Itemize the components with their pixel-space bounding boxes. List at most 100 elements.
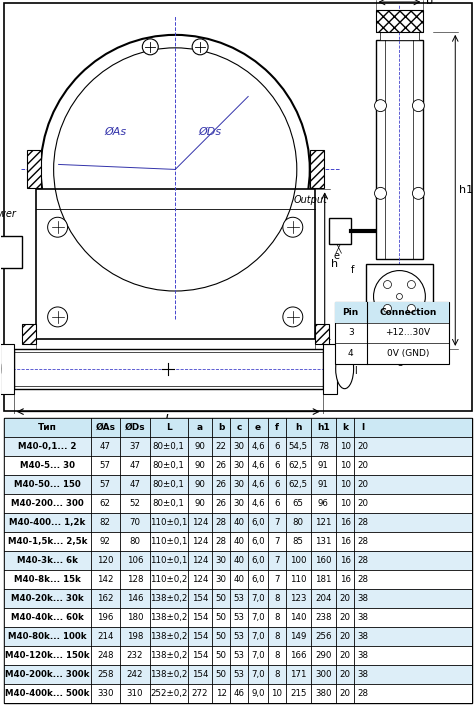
Bar [376,40,423,259]
Text: 30: 30 [216,575,227,584]
Text: 12: 12 [216,689,227,698]
Text: 0V (GND): 0V (GND) [387,349,429,358]
Text: 110±0,1: 110±0,1 [150,537,188,546]
Text: 26: 26 [216,461,227,469]
Bar [4,627,472,646]
Text: 47: 47 [100,442,111,450]
Bar [4,646,472,665]
Text: 138±0,2: 138±0,2 [150,613,188,622]
Text: 62,5: 62,5 [288,479,307,489]
Text: 85: 85 [293,537,304,546]
Text: L: L [166,423,172,431]
Text: 53: 53 [233,594,245,603]
Text: M40-20k... 30k: M40-20k... 30k [11,594,84,603]
Text: 124: 124 [192,537,208,546]
Text: ØAs: ØAs [95,423,115,431]
Circle shape [40,35,310,304]
Text: 7,0: 7,0 [251,594,265,603]
Text: 20: 20 [340,651,351,660]
Text: h1: h1 [317,423,330,431]
Text: 138±0,2: 138±0,2 [150,651,188,660]
Text: 10: 10 [340,442,351,450]
Text: 110±0,1: 110±0,1 [150,518,188,527]
Text: M40-1,5k... 2,5k: M40-1,5k... 2,5k [8,537,87,546]
Text: e: e [255,423,261,431]
Text: 40: 40 [233,575,245,584]
Text: 248: 248 [97,651,114,660]
Circle shape [48,307,68,327]
Bar [379,32,419,40]
Text: 28: 28 [216,518,227,527]
Text: 7,0: 7,0 [251,651,265,660]
Text: 149: 149 [290,632,307,641]
Text: 20: 20 [357,442,368,450]
Circle shape [384,281,391,288]
Text: 238: 238 [315,613,332,622]
Text: 6,0: 6,0 [251,537,265,546]
Text: 40: 40 [233,556,245,565]
Bar [4,608,472,627]
Bar [4,551,472,570]
Text: 242: 242 [127,670,143,679]
Text: 215: 215 [290,689,307,698]
Text: M40-80k... 100k: M40-80k... 100k [8,632,87,641]
Text: 40: 40 [233,537,245,546]
Text: 53: 53 [233,632,245,641]
Bar [4,455,472,474]
Text: 154: 154 [192,670,208,679]
Text: 80±0,1: 80±0,1 [153,479,185,489]
Text: a: a [172,370,178,380]
Ellipse shape [336,349,354,389]
Text: 92: 92 [100,537,111,546]
Text: 26: 26 [216,479,227,489]
Text: 40: 40 [233,518,245,527]
Text: f: f [275,423,279,431]
Text: 62: 62 [100,498,111,508]
Circle shape [375,100,387,112]
Text: 57: 57 [100,479,111,489]
Text: c: c [397,358,403,368]
Text: 28: 28 [216,537,227,546]
Circle shape [192,39,208,55]
Text: 52: 52 [129,498,140,508]
Text: M40-8k... 15k: M40-8k... 15k [14,575,81,584]
Text: 154: 154 [192,651,208,660]
Bar [0,236,22,268]
Text: 110±0,2: 110±0,2 [150,575,188,584]
Text: 124: 124 [192,518,208,527]
Text: Connection: Connection [379,308,436,317]
Text: 57: 57 [100,461,111,469]
Text: 30: 30 [216,556,227,565]
Text: b: b [426,0,433,6]
Text: 28: 28 [357,556,368,565]
Text: 6: 6 [274,498,279,508]
Text: 20: 20 [340,613,351,622]
Text: M40-40k... 60k: M40-40k... 60k [11,613,84,622]
Text: 290: 290 [315,651,332,660]
Text: 54,5: 54,5 [288,442,307,450]
Text: 110: 110 [290,575,307,584]
Text: l: l [355,366,357,375]
Text: ØDs: ØDs [125,423,145,431]
Text: 91: 91 [318,479,329,489]
Text: h: h [295,423,301,431]
Bar [4,570,472,589]
Text: 20: 20 [340,594,351,603]
Text: 204: 204 [315,594,332,603]
Text: L: L [165,413,172,426]
Text: 6: 6 [274,442,279,450]
Text: 53: 53 [233,613,245,622]
Text: 38: 38 [357,632,368,641]
Text: 10: 10 [340,461,351,469]
Text: 252±0,2: 252±0,2 [150,689,188,698]
Bar [4,532,472,551]
Text: 20: 20 [357,479,368,489]
Text: Output: Output [294,195,327,205]
Text: Pin: Pin [343,308,359,317]
Text: 4: 4 [348,349,354,358]
Text: 256: 256 [315,632,332,641]
Bar [4,474,472,493]
Text: 37: 37 [129,442,140,450]
Circle shape [48,217,68,237]
Text: 26: 26 [216,498,227,508]
